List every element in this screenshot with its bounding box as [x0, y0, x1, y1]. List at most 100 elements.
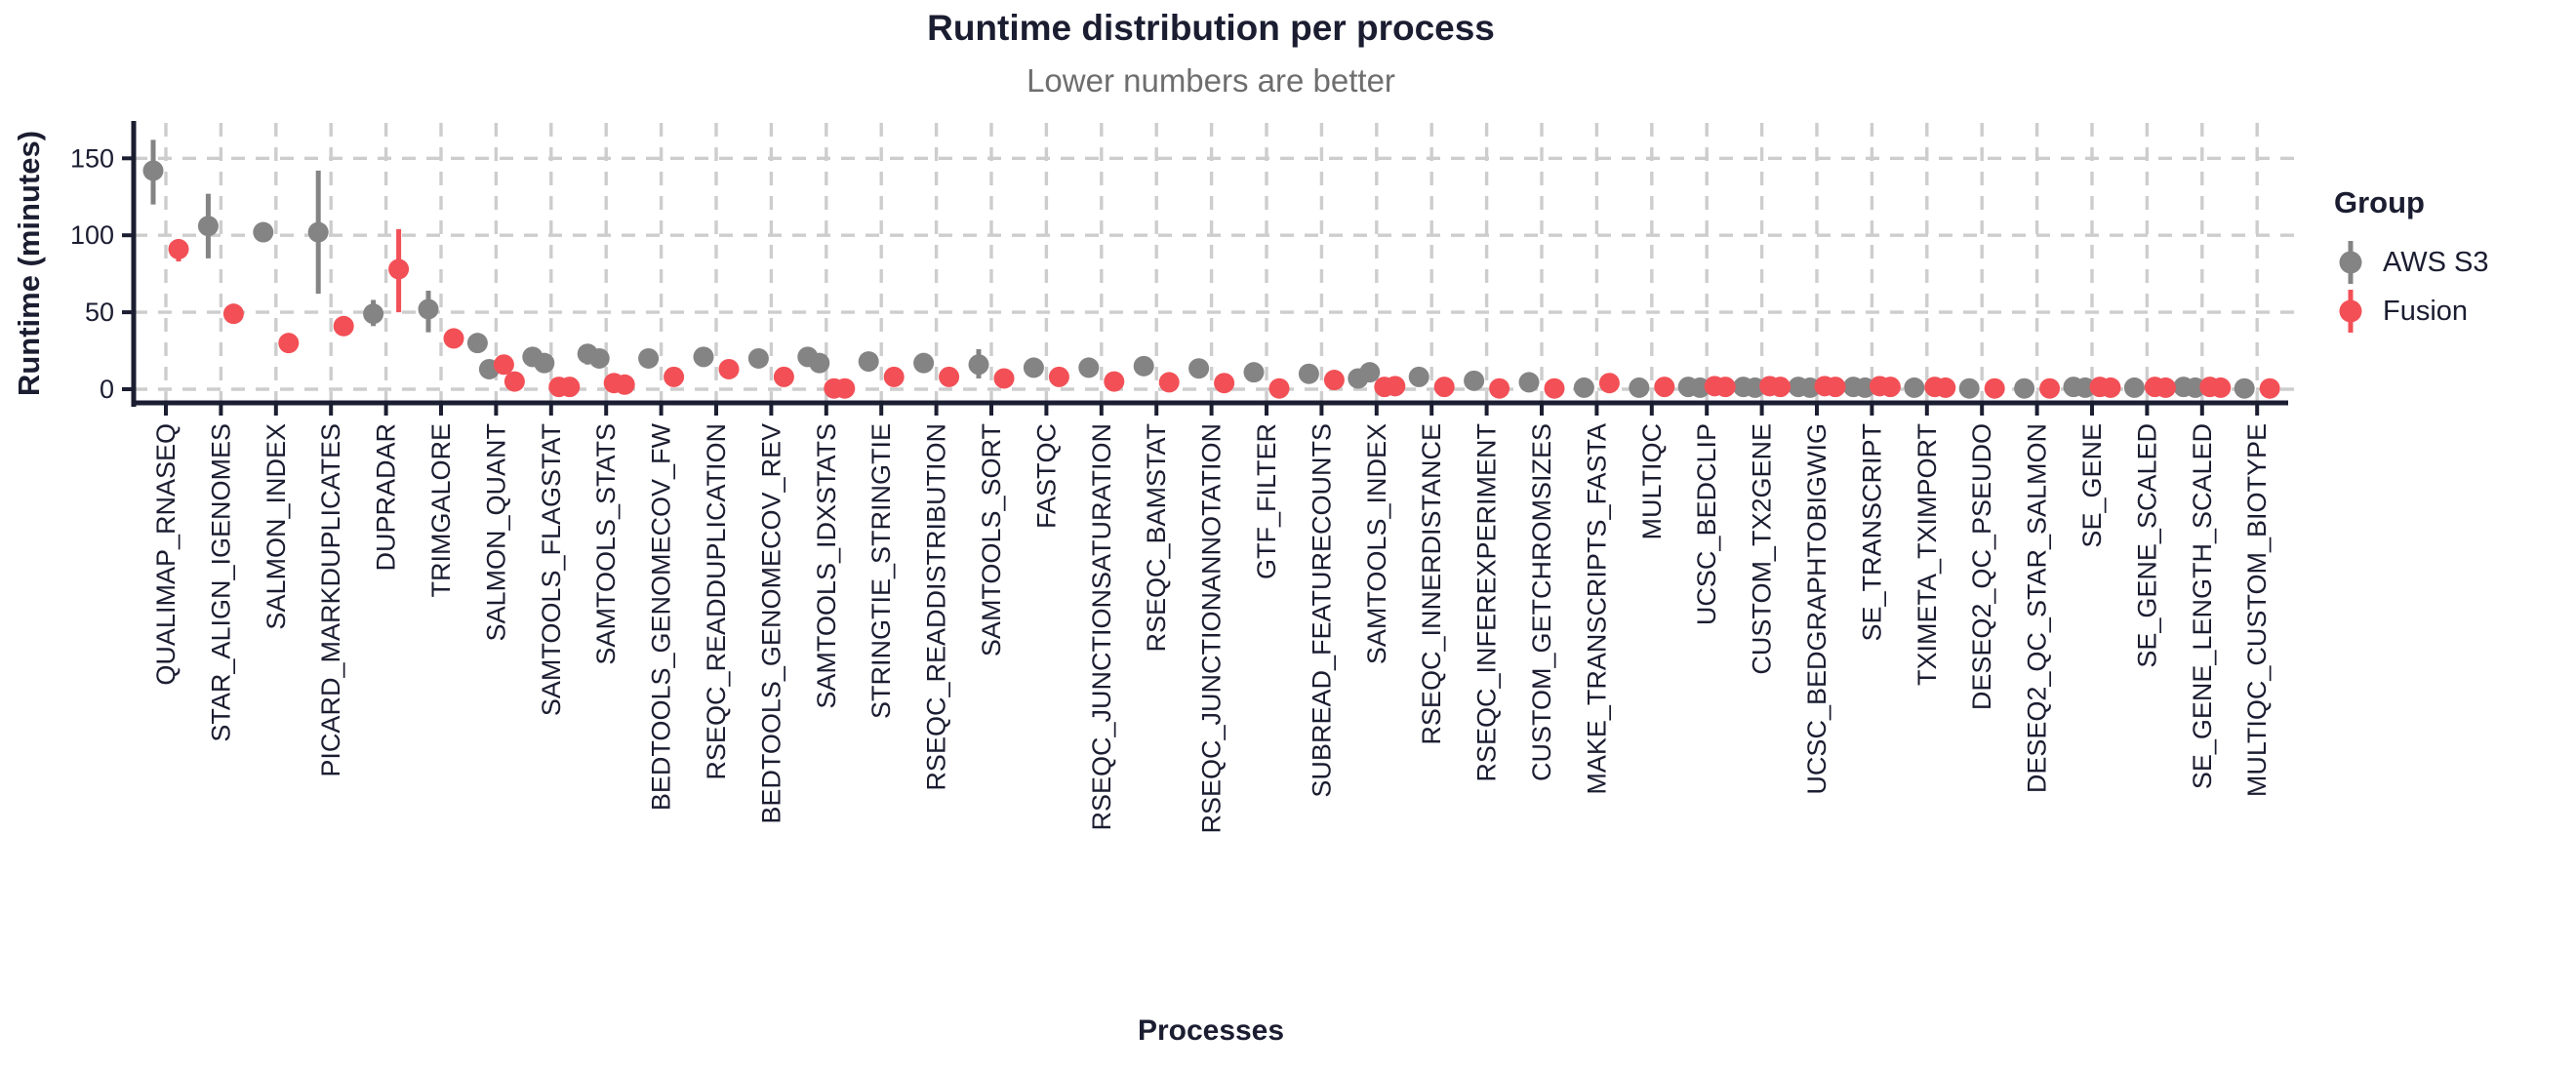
x-tick-label: DESEQ2_QC_STAR_SALMON	[2023, 423, 2052, 793]
x-tick-label: MULTIQC_CUSTOM_BIOTYPE	[2242, 423, 2272, 797]
x-tick-label: SALMON_QUANT	[481, 423, 510, 642]
point-aws-s3	[253, 221, 274, 243]
point-fusion	[559, 377, 581, 398]
x-tick-label: UCSC_BEDGRAPHTOBIGWIG	[1802, 423, 1831, 795]
point-fusion	[443, 328, 464, 349]
point-aws-s3	[142, 160, 164, 181]
point-fusion	[2210, 377, 2232, 398]
point-fusion	[1214, 373, 1235, 394]
legend-label-aws-s3: AWS S3	[2383, 246, 2489, 278]
point-aws-s3	[363, 303, 384, 325]
point-aws-s3	[534, 352, 555, 374]
point-aws-s3	[307, 221, 329, 243]
x-tick-label: DUPRADAR	[372, 423, 401, 572]
point-aws-s3	[858, 351, 879, 373]
point-aws-s3	[913, 352, 935, 374]
x-tick-label: CUSTOM_GETCHROMSIZES	[1527, 423, 1556, 781]
point-fusion	[834, 378, 856, 399]
x-tick-label: DESEQ2_QC_PSEUDO	[1967, 423, 1996, 710]
x-axis-title: Processes	[1137, 1014, 1285, 1047]
x-tick-label: GTF_FILTER	[1252, 423, 1281, 579]
point-fusion	[1385, 376, 1406, 397]
point-aws-s3	[747, 347, 769, 369]
point-fusion	[222, 303, 244, 325]
point-fusion	[664, 366, 685, 387]
point-fusion	[883, 366, 905, 387]
point-aws-s3	[197, 216, 219, 237]
point-fusion	[1825, 377, 1846, 398]
point-fusion	[503, 371, 525, 392]
point-aws-s3	[1023, 357, 1044, 378]
point-fusion	[1714, 377, 1736, 398]
point-aws-s3	[1958, 378, 1980, 399]
point-fusion	[493, 354, 514, 376]
point-fusion	[1433, 377, 1455, 398]
pointrange-key-gray-icon	[2339, 241, 2362, 284]
x-tick-label: STAR_ALIGN_IGENOMES	[206, 423, 235, 742]
point-fusion	[2154, 377, 2176, 398]
x-tick-label: RSEQC_READDUPLICATION	[702, 423, 731, 780]
point-aws-s3	[1298, 363, 1319, 384]
point-fusion	[278, 333, 300, 354]
point-aws-s3	[1629, 377, 1650, 398]
point-fusion	[1104, 371, 1125, 392]
x-tick-label: MAKE_TRANSCRIPTS_FASTA	[1582, 423, 1611, 795]
point-fusion	[993, 368, 1015, 389]
y-tick-label: 150	[70, 143, 114, 173]
point-fusion	[2259, 378, 2280, 399]
x-tick-label: UCSC_BEDCLIP	[1692, 423, 1721, 625]
point-aws-s3	[1464, 370, 1485, 391]
x-tick-label: RSEQC_BAMSTAT	[1142, 423, 1171, 653]
x-tick-label: RSEQC_JUNCTIONSATURATION	[1087, 423, 1116, 831]
legend-item-fusion: Fusion	[2334, 287, 2489, 336]
pointrange-key-red-icon	[2339, 290, 2362, 333]
point-fusion	[1984, 378, 2005, 399]
point-aws-s3	[2185, 377, 2206, 398]
point-aws-s3	[1078, 357, 1100, 378]
legend-label-fusion: Fusion	[2383, 295, 2469, 327]
point-fusion	[1489, 378, 1510, 399]
x-tick-label: RSEQC_INFEREXPERIMENT	[1472, 423, 1502, 782]
point-fusion	[168, 238, 189, 259]
point-aws-s3	[2234, 378, 2255, 399]
x-tick-label: FASTQC	[1031, 423, 1061, 529]
x-tick-label: SUBREAD_FEATURECOUNTS	[1307, 423, 1336, 798]
chart-subtitle: Lower numbers are better	[1026, 62, 1395, 99]
point-fusion	[1158, 372, 1180, 393]
point-aws-s3	[2014, 378, 2035, 399]
point-aws-s3	[1133, 355, 1154, 377]
x-tick-label: RSEQC_JUNCTIONANNOTATION	[1197, 423, 1227, 834]
point-aws-s3	[2074, 377, 2096, 398]
point-aws-s3	[1243, 362, 1265, 383]
point-aws-s3	[2123, 377, 2145, 398]
legend-title: Group	[2334, 185, 2425, 219]
point-aws-s3	[466, 333, 488, 354]
x-tick-label: SAMTOOLS_INDEX	[1362, 423, 1391, 664]
x-tick-label: SAMTOOLS_FLAGSTAT	[537, 423, 566, 716]
point-aws-s3	[968, 354, 989, 376]
x-tick-label: SE_GENE_SCALED	[2132, 423, 2161, 668]
x-tick-label: SAMTOOLS_STATS	[591, 423, 621, 665]
point-fusion	[718, 358, 740, 379]
x-tick-label: BEDTOOLS_GENOMECOV_FW	[647, 422, 676, 811]
legend: Group AWS S3 Fusion	[2334, 185, 2489, 336]
point-aws-s3	[638, 347, 660, 369]
x-tick-label: CUSTOM_TX2GENE	[1748, 423, 1777, 675]
point-aws-s3	[693, 346, 714, 368]
point-fusion	[388, 258, 410, 280]
point-fusion	[1048, 366, 1069, 387]
point-fusion	[1598, 373, 1620, 394]
point-aws-s3	[1518, 372, 1540, 393]
point-aws-s3	[1904, 377, 1925, 398]
point-fusion	[1323, 370, 1345, 391]
x-tick-label: RSEQC_INNERDISTANCE	[1417, 423, 1446, 745]
point-fusion	[1268, 378, 1290, 399]
x-tick-label: SE_GENE_LENGTH_SCALED	[2188, 423, 2217, 789]
point-aws-s3	[1359, 362, 1381, 383]
point-fusion	[1654, 377, 1675, 398]
point-fusion	[773, 366, 794, 387]
point-fusion	[333, 315, 354, 337]
x-tick-label: MULTIQC	[1637, 423, 1667, 540]
